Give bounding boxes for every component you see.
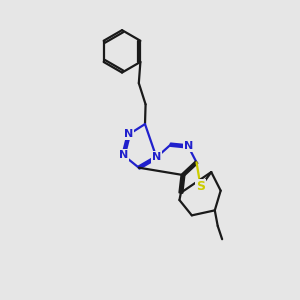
Text: S: S (196, 180, 205, 193)
Text: N: N (119, 150, 128, 160)
Text: N: N (184, 142, 193, 152)
Text: N: N (152, 152, 161, 162)
Text: N: N (124, 129, 134, 140)
